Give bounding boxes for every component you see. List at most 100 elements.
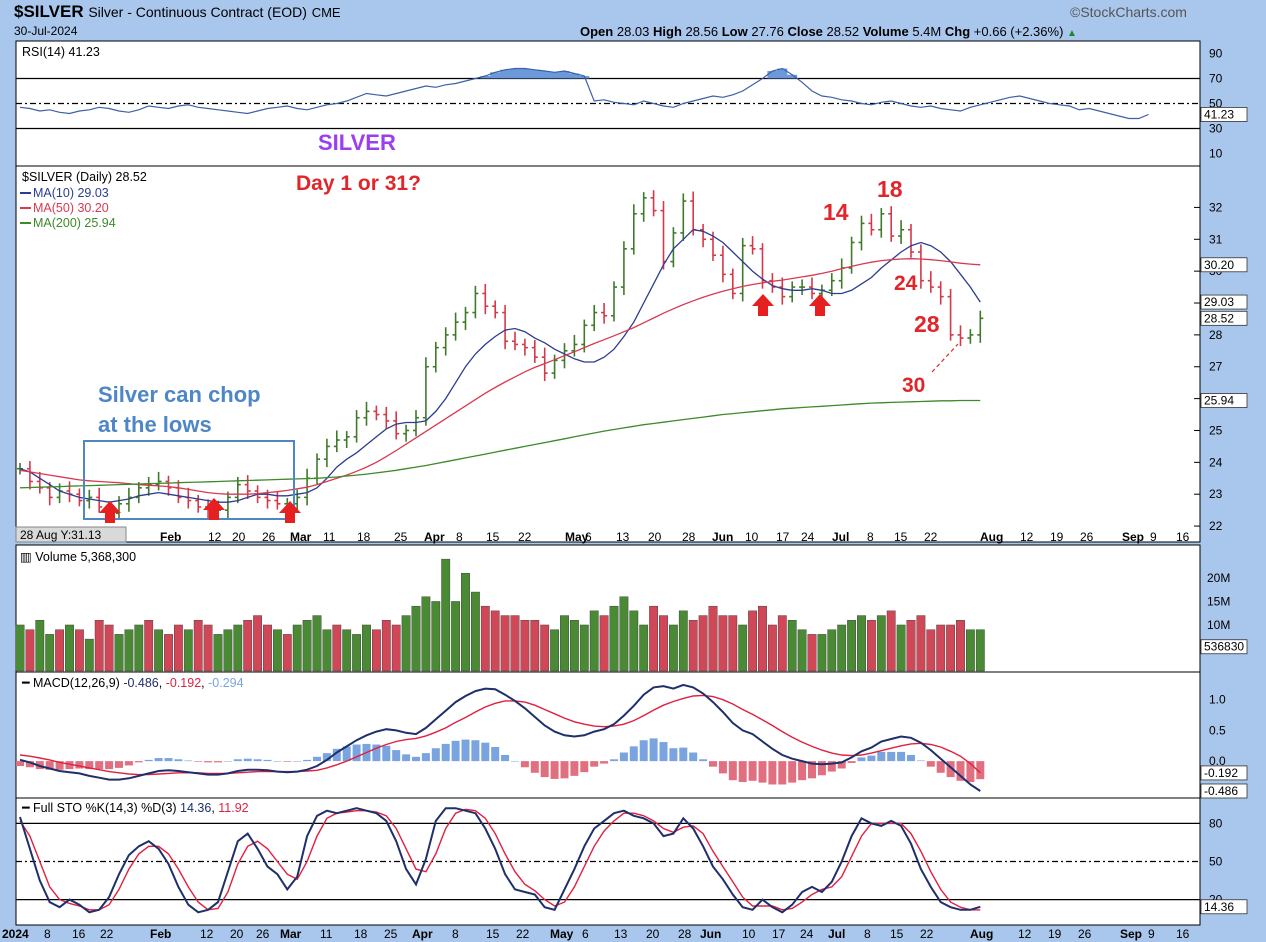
bottom-date-label: 19 — [1048, 927, 1062, 941]
bottom-date-label: 6 — [582, 927, 589, 941]
bottom-date-label: 22 — [920, 927, 934, 941]
up-arrow-icon — [99, 501, 121, 523]
macd-histogram-bar — [332, 748, 341, 762]
macd-histogram-bar — [204, 761, 213, 763]
price-date-label: 12 — [1020, 530, 1034, 544]
volume-bar — [342, 629, 352, 672]
exchange: CME — [311, 5, 341, 20]
volume-bar — [312, 615, 322, 672]
volume-bar — [282, 634, 292, 672]
volume-bar — [243, 620, 253, 672]
high-value: 28.56 — [685, 24, 719, 39]
price-date-label: Jun — [712, 530, 733, 544]
price-date-label: 8 — [456, 530, 463, 544]
macd-histogram-bar — [124, 761, 133, 766]
volume-bar — [372, 629, 381, 672]
macd-histogram-bar — [382, 745, 391, 762]
macd-histogram-bar — [16, 761, 24, 767]
macd-histogram-bar — [758, 761, 767, 783]
macd-histogram-bar — [530, 761, 539, 773]
volume-bar — [55, 629, 65, 672]
price-date-label: 22 — [518, 530, 532, 544]
macd-histogram-bar — [718, 761, 727, 774]
volume-bar — [15, 624, 25, 672]
price-tick-label: 31 — [1209, 232, 1223, 246]
macd-histogram-bar — [174, 759, 183, 762]
macd-histogram-bar — [659, 742, 668, 762]
bottom-date-label: 26 — [256, 927, 270, 941]
volume-bar — [560, 615, 569, 672]
volume-bar — [867, 620, 876, 672]
stoch-tick-label: 50 — [1209, 855, 1223, 869]
bottom-date-label: 25 — [384, 927, 398, 941]
price-date-label: Apr — [424, 530, 445, 544]
annotation-chop-2: at the lows — [98, 412, 212, 437]
macd-histogram-bar — [788, 761, 797, 783]
volume-bar — [510, 615, 520, 672]
price-tick-label: 22 — [1209, 519, 1223, 533]
ma200-current-label: 25.94 — [1204, 394, 1234, 408]
volume-legend: ▥ Volume 5,368,300 — [20, 550, 136, 564]
volume-bar — [45, 634, 55, 672]
volume-bar — [639, 624, 649, 672]
volume-bar — [956, 620, 965, 672]
macd-histogram-bar — [45, 761, 54, 770]
volume-current-label-box — [1200, 639, 1248, 655]
stoch-current-label-box — [1200, 899, 1248, 915]
volume-bar — [332, 624, 342, 672]
volume-bar — [441, 558, 451, 672]
bottom-date-label: 8 — [864, 927, 871, 941]
volume-bar — [451, 601, 460, 672]
macd-histogram-bar — [600, 761, 609, 764]
change-up-icon: ▲ — [1067, 28, 1077, 39]
macd-histogram-bar — [798, 761, 807, 781]
macd-histogram-bar — [907, 754, 915, 762]
macd-histogram-bar — [610, 759, 618, 762]
volume-bar — [183, 629, 193, 672]
annotation-30: 30 — [902, 374, 925, 397]
volume-bar — [570, 620, 579, 672]
rsi-line — [19, 67, 1149, 120]
volume-bar — [609, 605, 619, 672]
bottom-date-label: 13 — [614, 927, 628, 941]
macd-signal-current-label: -0.192 — [1204, 766, 1238, 780]
up-arrow-icon — [203, 498, 225, 520]
rsi-current-label: 41.23 — [1204, 107, 1234, 121]
macd-histogram-bar — [342, 746, 351, 762]
volume-bar — [936, 624, 946, 672]
macd-histogram-bar — [619, 752, 628, 762]
macd-histogram-bar — [699, 759, 708, 762]
volume-bar — [223, 629, 233, 672]
macd-histogram-bar — [679, 747, 688, 762]
rsi-current-label-box — [1200, 107, 1248, 122]
bottom-date-label: 11 — [320, 927, 333, 941]
volume-bar — [154, 629, 163, 672]
macd-tick-label: 0.0 — [1209, 754, 1226, 768]
volume-bar — [768, 624, 777, 672]
price-date-label: Mar — [290, 530, 312, 544]
price-date-label: 10 — [745, 530, 759, 544]
macd-histogram-bar — [372, 744, 381, 762]
price-legend: $SILVER (Daily) 28.52 — [22, 170, 147, 184]
bottom-date-label: 20 — [646, 927, 660, 941]
volume-bar — [678, 610, 688, 672]
annotation-24: 24 — [894, 272, 918, 295]
macd-histogram-bar — [115, 761, 123, 768]
rsi-legend: RSI(14) 41.23 — [22, 45, 100, 59]
macd-histogram-bar — [243, 758, 252, 762]
price-date-label: 25 — [394, 530, 408, 544]
macd-histogram-bar — [877, 751, 886, 762]
volume-tick-label: 20M — [1207, 571, 1230, 585]
volume-bar — [292, 624, 302, 672]
macd-histogram-bar — [629, 746, 638, 762]
macd-histogram-bar — [867, 755, 876, 762]
macd-histogram-bar — [184, 760, 193, 762]
macd-tick-label: 1.0 — [1209, 693, 1226, 707]
bottom-date-label: 18 — [354, 927, 368, 941]
macd-histogram-bar — [916, 760, 925, 762]
volume-bar — [797, 629, 807, 672]
annotation-28: 28 — [914, 311, 940, 337]
annotation-18: 18 — [877, 176, 903, 202]
bottom-date-label: Apr — [412, 927, 433, 941]
